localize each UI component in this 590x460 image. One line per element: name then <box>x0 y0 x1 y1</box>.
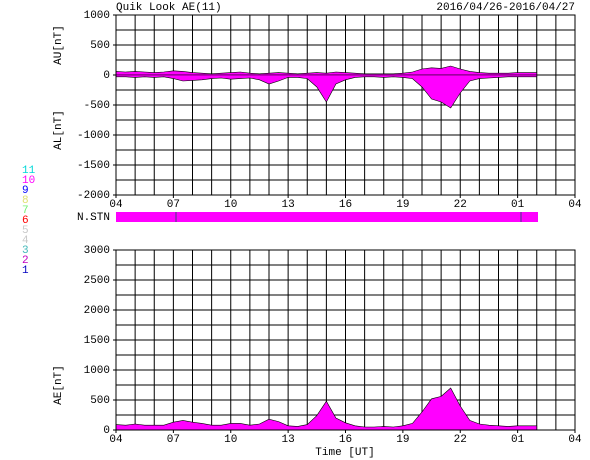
station-number: 4 <box>22 235 29 247</box>
x-tick-label: 04 <box>568 434 582 446</box>
y-tick-label: 0 <box>103 70 110 82</box>
station-number: 2 <box>22 255 29 267</box>
y-tick-label: -1500 <box>77 160 110 172</box>
station-number: 7 <box>22 205 29 217</box>
x-tick-label: 22 <box>454 199 467 211</box>
stn-bar <box>116 212 538 222</box>
station-number: 9 <box>22 185 29 197</box>
y-axis-label: AL[nT] <box>53 110 65 150</box>
y-tick-label: -500 <box>84 100 110 112</box>
y-tick-label: 3000 <box>84 245 110 257</box>
y-tick-label: 1000 <box>84 10 110 22</box>
station-number: 5 <box>22 225 29 237</box>
station-number: 8 <box>22 195 29 207</box>
area <box>115 387 538 431</box>
y-tick-label: 500 <box>90 40 110 52</box>
x-tick-label: 13 <box>282 199 295 211</box>
x-tick-label: 10 <box>224 199 237 211</box>
x-tick-label: 13 <box>282 434 295 446</box>
x-tick-label: 22 <box>454 434 467 446</box>
chart-title: Quik Look AE(11) <box>116 2 222 14</box>
y-tick-label: 1000 <box>84 365 110 377</box>
x-tick-label: 10 <box>224 434 237 446</box>
y-tick-label: -1000 <box>77 130 110 142</box>
x-axis-label: Time [UT] <box>315 447 374 459</box>
x-tick-label: 19 <box>396 199 409 211</box>
y-tick-label: -2000 <box>77 190 110 202</box>
x-tick-label: 04 <box>568 199 582 211</box>
y-axis-label: AU[nT] <box>53 25 65 65</box>
y-axis-label: AE[nT] <box>53 365 65 405</box>
station-number: 1 <box>22 265 29 277</box>
area <box>115 74 538 109</box>
y-tick-label: 500 <box>90 395 110 407</box>
y-tick-label: 2000 <box>84 305 110 317</box>
area <box>115 65 538 76</box>
x-tick-label: 04 <box>109 199 123 211</box>
station-number: 10 <box>22 175 35 187</box>
y-tick-label: 1500 <box>84 335 110 347</box>
x-tick-label: 01 <box>511 199 525 211</box>
station-number: 11 <box>22 165 36 177</box>
x-tick-label: 07 <box>167 434 180 446</box>
x-tick-label: 19 <box>396 434 409 446</box>
y-tick-label: 2500 <box>84 275 110 287</box>
stn-label: N.STN <box>77 212 110 224</box>
x-tick-label: 16 <box>339 199 352 211</box>
station-number: 6 <box>22 215 29 227</box>
x-tick-label: 04 <box>109 434 123 446</box>
x-tick-label: 01 <box>511 434 525 446</box>
y-tick-label: 0 <box>103 425 110 437</box>
x-tick-label: 16 <box>339 434 352 446</box>
station-number: 3 <box>22 245 29 257</box>
x-tick-label: 07 <box>167 199 180 211</box>
date-range: 2016/04/26-2016/04/27 <box>436 2 575 14</box>
